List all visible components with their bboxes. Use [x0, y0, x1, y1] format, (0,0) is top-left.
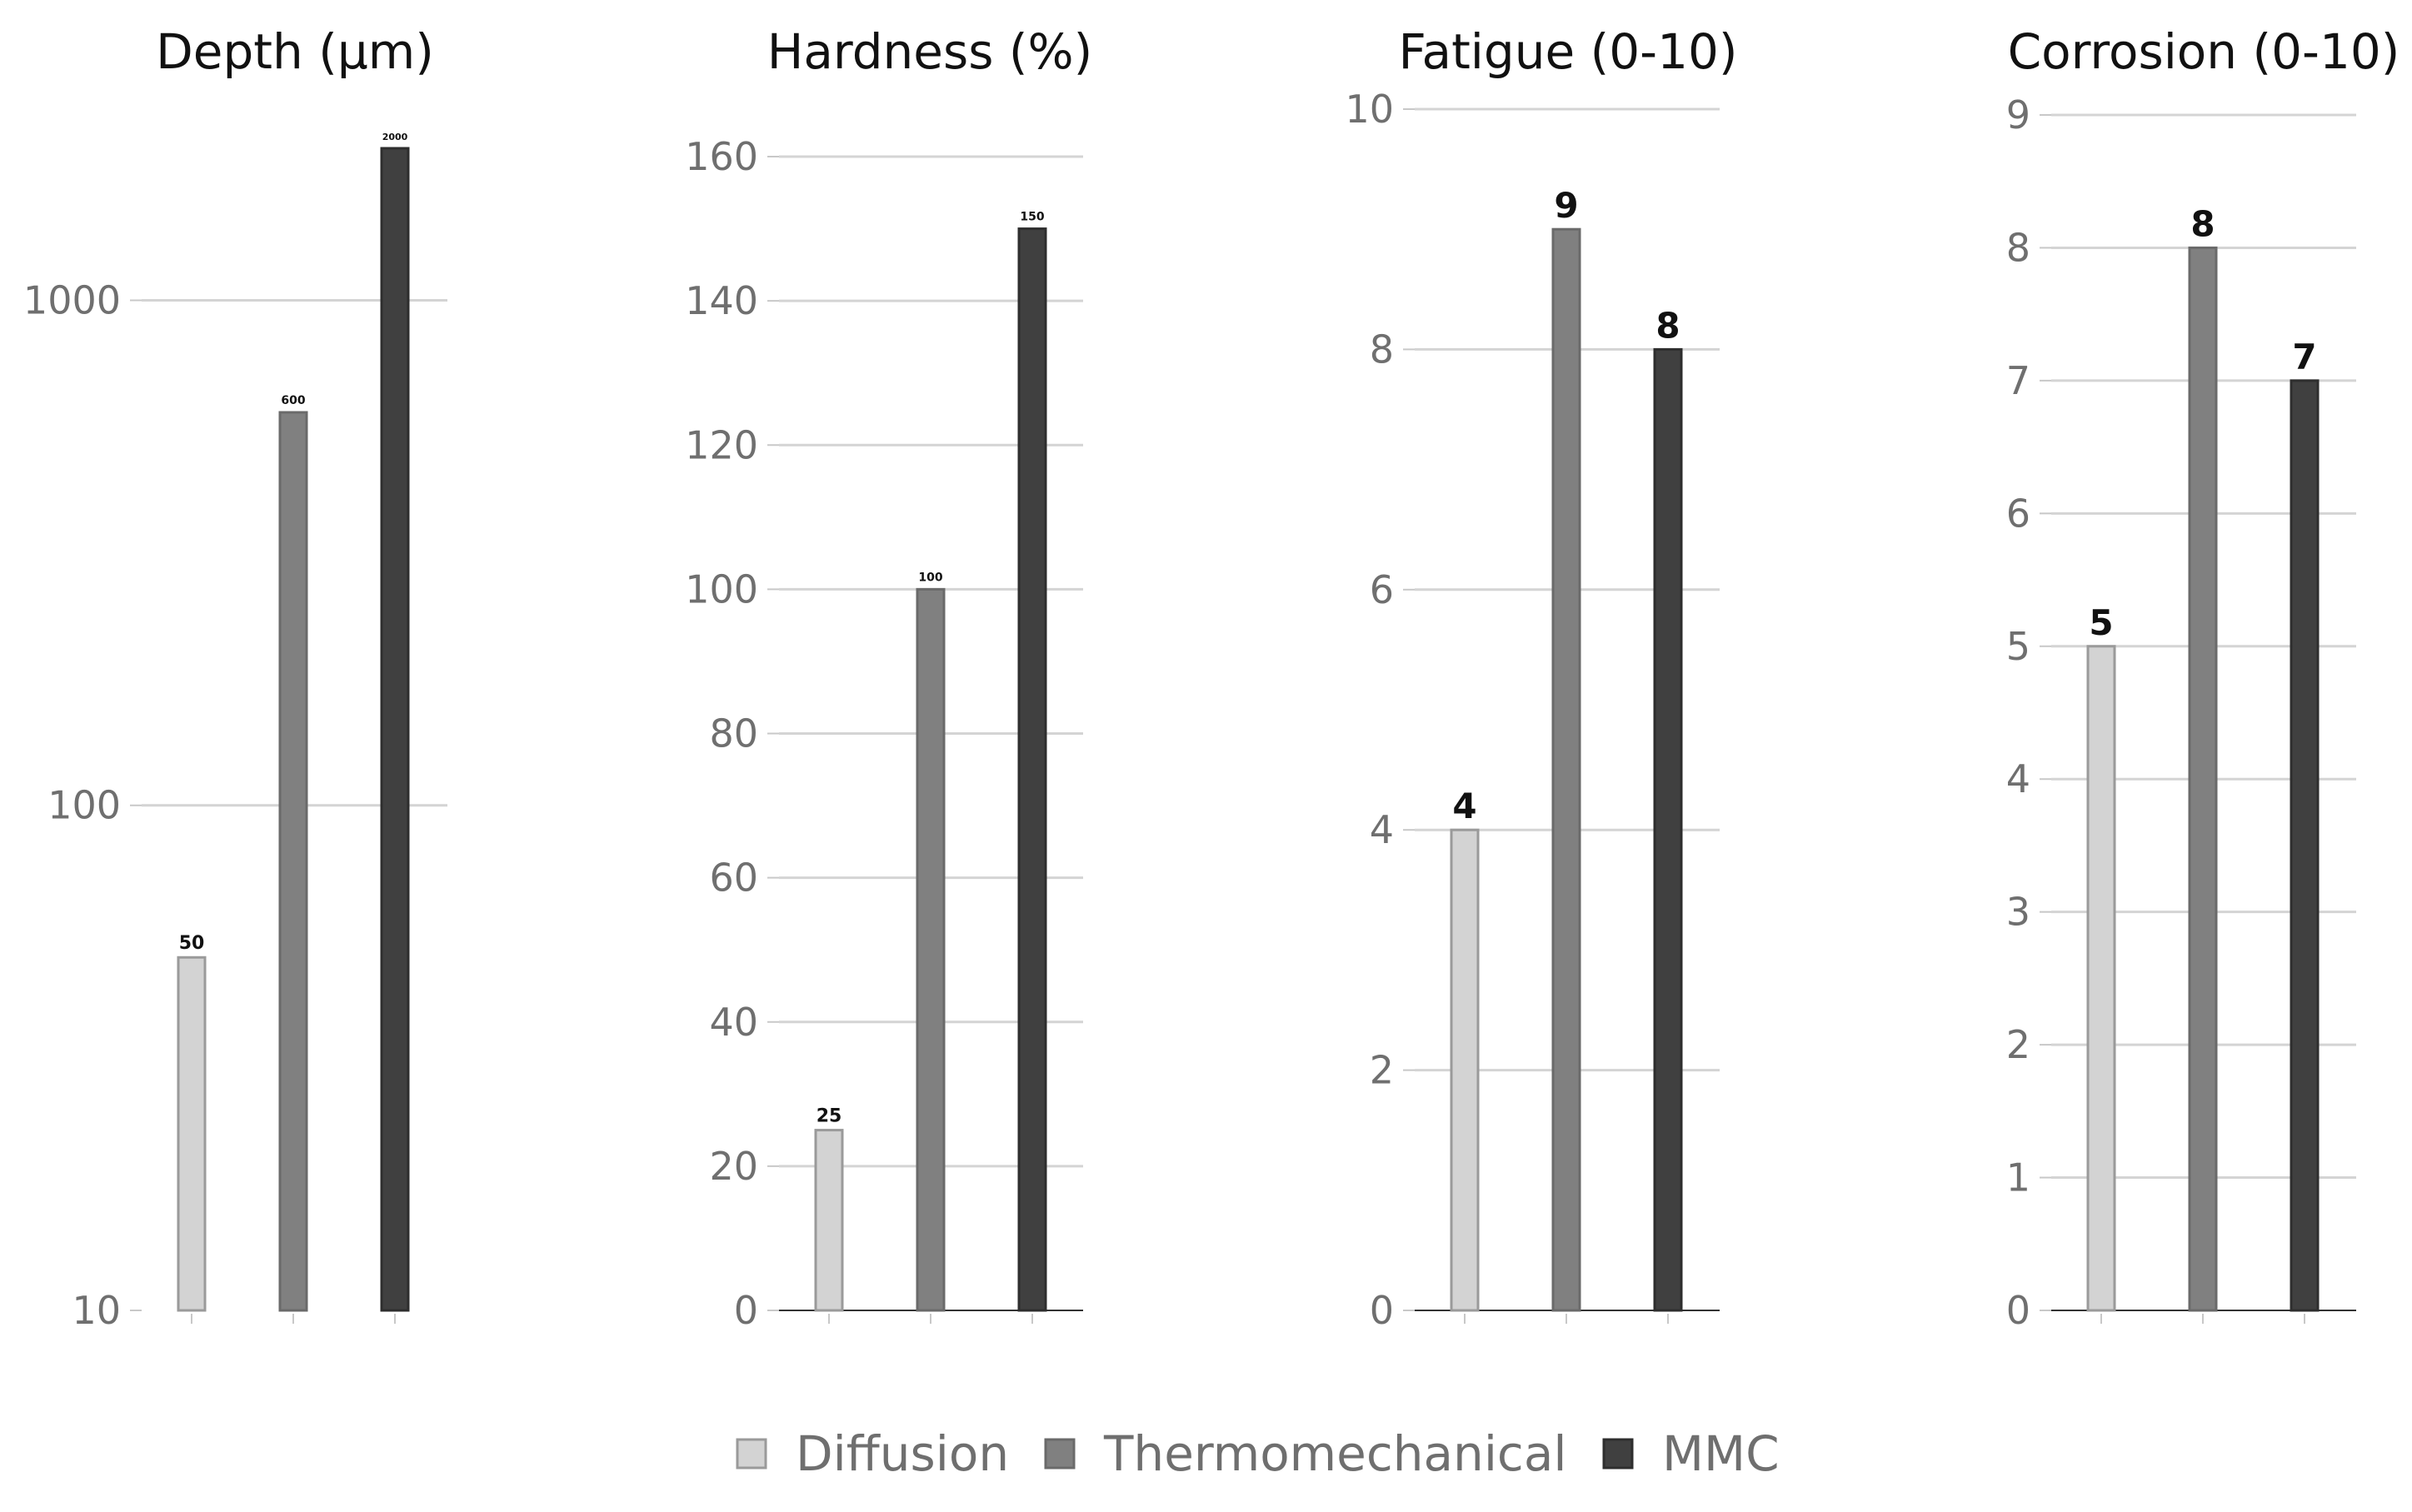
data-label: 5	[2089, 602, 2113, 643]
data-label: 8	[1655, 305, 1680, 346]
y-tick-label: 3	[2006, 890, 2030, 935]
legend-label: Thermomechanical	[1103, 1425, 1566, 1482]
data-label: 150	[1020, 211, 1044, 224]
bar-thermomechanical	[278, 411, 308, 1312]
y-tick-label: 20	[709, 1144, 758, 1189]
bar-mmc	[1017, 227, 1047, 1312]
chart-panel-1: Depth (μm) 10 100 1000 50 600 2000	[23, 23, 447, 1333]
y-tick-label: 0	[2006, 1288, 2030, 1333]
y-tick-label: 8	[1370, 327, 1394, 372]
chart-title: Depth (μm)	[156, 23, 434, 80]
y-tick-label: 120	[685, 422, 758, 467]
y-tick-label: 0	[734, 1288, 758, 1333]
bar-thermomechanical	[1551, 227, 1581, 1312]
y-tick-label: 10	[72, 1288, 121, 1333]
data-label: 25	[816, 1106, 842, 1127]
y-tick-label: 100	[685, 566, 758, 611]
chart-panel-2: Hardness (%) 0 20 40 60 80 100 120 140 160 25 100 15…	[685, 23, 1092, 1333]
data-label: 9	[1554, 185, 1578, 226]
data-label: 4	[1452, 786, 1476, 826]
y-tick-label: 4	[2006, 756, 2030, 801]
y-tick-label: 9	[2006, 92, 2030, 137]
chart-title: Fatigue (0-10)	[1398, 23, 1737, 80]
y-tick-label: 60	[709, 856, 758, 901]
data-label: 7	[2292, 337, 2316, 377]
bar-diffusion	[1450, 828, 1480, 1312]
y-tick-label: 4	[1370, 807, 1394, 852]
y-tick-label: 5	[2006, 624, 2030, 669]
y-tick-label: 1000	[23, 277, 121, 322]
y-tick-label: 1	[2006, 1155, 2030, 1200]
bar-diffusion	[177, 956, 207, 1312]
data-label: 8	[2190, 203, 2215, 244]
bar-mmc	[380, 147, 410, 1312]
y-tick-label: 10	[1345, 87, 1394, 132]
y-tick-label: 6	[1370, 567, 1394, 612]
legend-swatch	[1044, 1438, 1076, 1470]
chart-title: Hardness (%)	[767, 23, 1092, 80]
data-label: 2000	[382, 132, 408, 142]
data-label: 100	[918, 571, 942, 584]
legend-swatch	[1602, 1438, 1634, 1470]
y-tick-label: 160	[685, 134, 758, 179]
bar-diffusion	[814, 1129, 844, 1312]
y-tick-label: 2	[1370, 1048, 1394, 1093]
y-tick-label: 8	[2006, 225, 2030, 270]
y-tick-label: 2	[2006, 1022, 2030, 1067]
y-tick-label: 6	[2006, 491, 2030, 536]
legend-swatch	[736, 1438, 767, 1470]
bar-mmc	[1653, 347, 1683, 1312]
chart-panel-3: Fatigue (0-10) 0 2 4 6 8 10 4 9 8	[1345, 23, 1737, 1333]
chart-title: Corrosion (0-10)	[2008, 23, 2400, 80]
legend: Diffusion Thermomechanical MMC	[736, 1425, 1780, 1482]
y-tick-label: 7	[2006, 358, 2030, 403]
data-label: 600	[281, 394, 305, 407]
chart-panel-4: Corrosion (0-10) 0 1 2 3 4 5 6 7 8 9 5 8 7	[2006, 23, 2400, 1333]
y-tick-label: 40	[709, 1000, 758, 1045]
data-label: 50	[179, 933, 205, 954]
bar-thermomechanical	[2188, 246, 2218, 1312]
bar-mmc	[2290, 379, 2320, 1312]
y-tick-label: 80	[709, 711, 758, 756]
bar-thermomechanical	[916, 587, 946, 1312]
y-tick-label: 0	[1370, 1288, 1394, 1333]
bar-diffusion	[2086, 645, 2116, 1312]
legend-label: MMC	[1662, 1425, 1780, 1482]
y-tick-label: 140	[685, 278, 758, 323]
legend-label: Diffusion	[796, 1425, 1009, 1482]
y-tick-label: 100	[47, 783, 121, 828]
